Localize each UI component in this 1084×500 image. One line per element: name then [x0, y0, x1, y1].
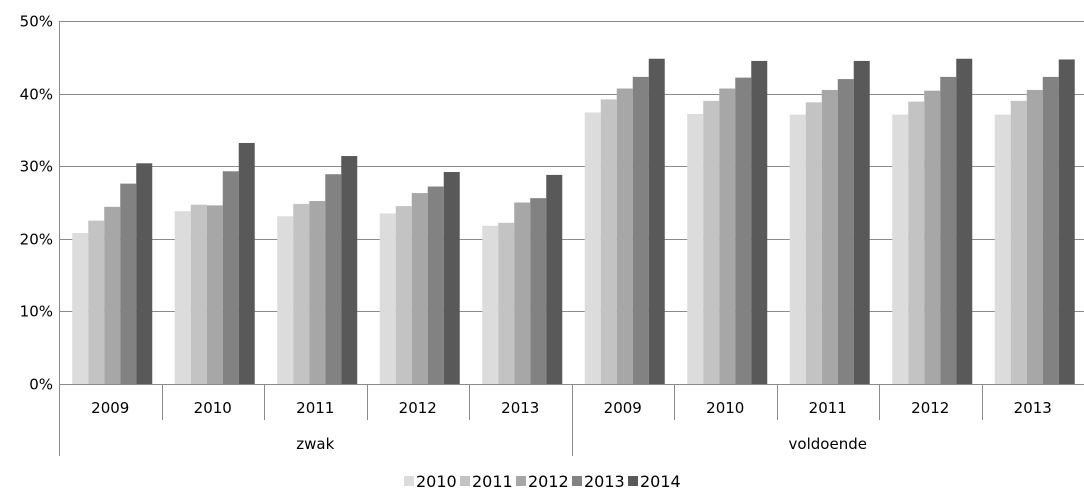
bar-2013 [325, 174, 342, 384]
legend-label: 2011 [472, 472, 513, 491]
bar-2011 [88, 220, 105, 384]
bar-2013 [120, 183, 137, 384]
x-group-label: zwak [296, 435, 334, 453]
bar-2012 [924, 90, 941, 384]
bar-2011 [600, 99, 617, 384]
bar-2014 [648, 58, 665, 384]
bar-2011 [498, 222, 515, 384]
bar-2013 [837, 79, 854, 384]
bar-2014 [853, 60, 870, 385]
bar-2012 [104, 206, 121, 384]
bar-2013 [940, 76, 957, 385]
bar-2012 [206, 205, 223, 384]
x-category-label: 2009 [91, 399, 129, 417]
bar-2014 [956, 58, 973, 384]
legend-label: 2014 [640, 472, 681, 491]
x-group-label: voldoende [789, 435, 867, 453]
bar-2010 [687, 113, 704, 385]
bar-2013 [427, 186, 444, 384]
bar-2010 [72, 232, 89, 384]
bar-2014 [136, 163, 153, 384]
bar-2013 [222, 171, 239, 384]
bar-2014 [546, 174, 563, 384]
bar-2013 [632, 76, 649, 385]
bar-2011 [703, 100, 720, 385]
bar-2014 [1058, 59, 1075, 384]
bar-2010 [379, 213, 396, 384]
y-tick-label: 40% [20, 86, 53, 104]
legend-swatch [404, 476, 414, 486]
bar-2012 [411, 193, 428, 384]
x-category-label: 2012 [911, 399, 949, 417]
bar-2012 [514, 202, 531, 384]
bar-2011 [190, 204, 207, 384]
y-tick-label: 30% [20, 158, 53, 176]
x-category-label: 2011 [809, 399, 847, 417]
bar-2011 [293, 203, 310, 384]
bar-2012 [719, 88, 736, 385]
x-category-label: 2010 [194, 399, 232, 417]
y-tick-label: 10% [20, 303, 53, 321]
legend-swatch [460, 476, 470, 486]
bar-2014 [751, 60, 768, 385]
bar-2011 [1010, 100, 1027, 385]
bar-2013 [530, 198, 547, 384]
bar-2010 [892, 114, 909, 385]
bar-2011 [395, 206, 412, 384]
y-tick-label: 0% [29, 376, 53, 394]
x-category-label: 2010 [706, 399, 744, 417]
y-tick-label: 20% [20, 231, 53, 249]
bar-2012 [821, 89, 838, 384]
bar-2012 [616, 88, 633, 385]
bar-2010 [482, 225, 499, 384]
x-category-label: 2011 [296, 399, 334, 417]
x-category-label: 2013 [1014, 399, 1052, 417]
bar-2012 [1026, 89, 1043, 384]
legend-label: 2012 [528, 472, 569, 491]
legend-swatch [572, 476, 582, 486]
bar-2014 [341, 156, 358, 384]
x-category-label: 2012 [399, 399, 437, 417]
bar-2011 [908, 101, 925, 384]
bar-2013 [1042, 76, 1059, 385]
bar-2012 [309, 201, 326, 384]
bar-2010 [994, 114, 1011, 385]
legend-label: 2013 [584, 472, 625, 491]
bar-2013 [735, 77, 752, 384]
bar-2014 [443, 172, 460, 384]
x-category-label: 2009 [604, 399, 642, 417]
legend-swatch [516, 476, 526, 486]
bar-2010 [277, 216, 294, 384]
y-tick-label: 50% [20, 13, 53, 31]
legend-label: 2010 [416, 472, 457, 491]
bar-2010 [584, 112, 601, 384]
bar-2010 [174, 211, 191, 384]
bar-2010 [789, 114, 806, 385]
x-category-label: 2013 [501, 399, 539, 417]
bar-2014 [238, 142, 255, 384]
legend-swatch [628, 476, 638, 486]
bar-2011 [805, 102, 822, 384]
